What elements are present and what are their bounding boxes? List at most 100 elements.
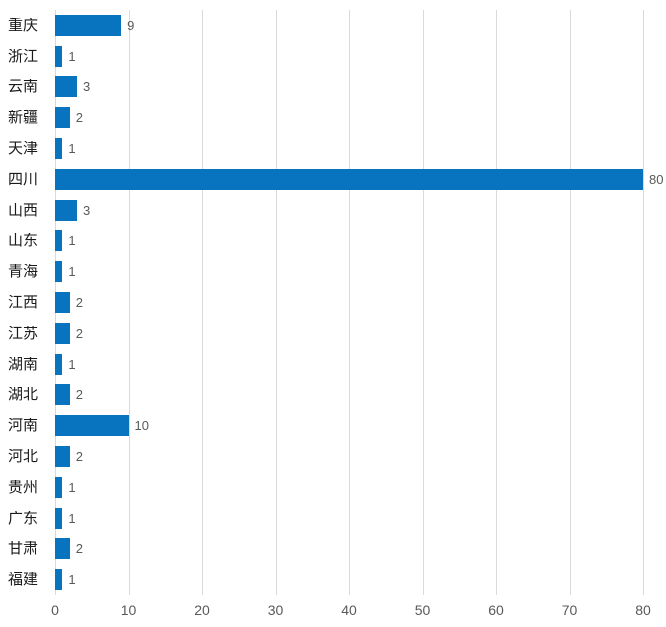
bar-row: 新疆 2 xyxy=(0,102,643,133)
x-tick-label: 0 xyxy=(51,602,59,618)
value-label: 1 xyxy=(68,264,76,280)
bar xyxy=(55,45,63,67)
bar-row: 湖北 2 xyxy=(0,380,643,411)
gridline xyxy=(569,10,571,595)
category-label: 重庆 xyxy=(8,17,39,33)
bar-track: 2 xyxy=(55,287,643,318)
bar-row: 贵州 1 xyxy=(0,472,643,503)
value-label: 1 xyxy=(68,572,76,588)
bar xyxy=(55,446,70,468)
bar-track: 1 xyxy=(55,226,643,257)
bar-rows: 重庆 9 浙江 1 云南 3 新疆 2 天津 1 四川 80 山西 3 山东 1 青海 1 江西 2 江苏 2 湖南 1 湖北 2… xyxy=(0,10,663,595)
bar-track: 2 xyxy=(55,102,643,133)
bar-track: 1 xyxy=(55,472,643,503)
category-label: 河北 xyxy=(8,449,39,465)
value-label: 9 xyxy=(127,17,135,33)
category-label: 甘肃 xyxy=(8,541,39,557)
category-label: 青海 xyxy=(8,264,39,280)
value-label: 2 xyxy=(75,541,83,557)
category-label: 新疆 xyxy=(8,110,39,126)
bar-track: 2 xyxy=(55,534,643,565)
gridline xyxy=(643,10,644,595)
category-label: 浙江 xyxy=(8,48,39,64)
bar-row: 河南 10 xyxy=(0,410,643,441)
bar xyxy=(55,322,70,344)
bar-track: 9 xyxy=(55,10,643,41)
x-tick-label: 40 xyxy=(341,602,357,618)
bar xyxy=(55,507,63,529)
category-label: 福建 xyxy=(8,572,39,588)
bar-row: 河北 2 xyxy=(0,441,643,472)
bar-row: 重庆 9 xyxy=(0,10,643,41)
bar xyxy=(55,538,70,560)
bar-row: 浙江 1 xyxy=(0,41,643,72)
bar-row: 山东 1 xyxy=(0,226,643,257)
bar-track: 1 xyxy=(55,503,643,534)
bar-track: 2 xyxy=(55,441,643,472)
bar-track: 2 xyxy=(55,318,643,349)
bar xyxy=(55,353,63,375)
gridline xyxy=(349,10,350,595)
bar xyxy=(55,415,129,437)
bar xyxy=(55,168,643,190)
bar-row: 天津 1 xyxy=(0,133,643,164)
bar xyxy=(55,14,122,36)
bar-track: 1 xyxy=(55,41,643,72)
gridline xyxy=(496,10,497,595)
bar-row: 江西 2 xyxy=(0,287,643,318)
x-tick-label: 20 xyxy=(194,602,210,618)
bar-track: 1 xyxy=(55,564,643,595)
value-label: 2 xyxy=(75,325,83,341)
value-label: 3 xyxy=(83,79,91,95)
value-label: 2 xyxy=(75,110,83,126)
value-label: 80 xyxy=(649,171,664,187)
value-label: 1 xyxy=(68,141,76,157)
category-label: 天津 xyxy=(8,141,39,157)
gridline xyxy=(275,10,277,595)
value-label: 1 xyxy=(68,356,76,372)
bar-track: 3 xyxy=(55,72,643,103)
bar-row: 甘肃 2 xyxy=(0,534,643,565)
value-label: 1 xyxy=(68,479,76,495)
category-label: 山西 xyxy=(8,202,39,218)
gridline xyxy=(202,10,203,595)
category-label: 湖北 xyxy=(8,387,39,403)
bar xyxy=(55,569,63,591)
category-label: 河南 xyxy=(8,418,39,434)
category-label: 四川 xyxy=(8,171,39,187)
gridline xyxy=(128,10,130,595)
bar xyxy=(55,292,70,314)
gridline xyxy=(422,10,424,595)
bar-track: 1 xyxy=(55,256,643,287)
x-tick-label: 70 xyxy=(561,602,578,618)
bar-row: 云南 3 xyxy=(0,72,643,103)
bar-row: 广东 1 xyxy=(0,503,643,534)
category-label: 江西 xyxy=(8,295,39,311)
x-tick-label: 50 xyxy=(414,602,431,618)
value-label: 2 xyxy=(75,449,83,465)
bar-row: 福建 1 xyxy=(0,564,643,595)
category-label: 广东 xyxy=(8,510,39,526)
category-label: 山东 xyxy=(8,233,39,249)
bar-row: 四川 80 xyxy=(0,164,663,195)
bar-track: 10 xyxy=(55,410,643,441)
bar-track: 3 xyxy=(55,195,643,226)
x-tick-label: 60 xyxy=(488,602,504,618)
bar xyxy=(55,76,78,98)
bar-row: 山西 3 xyxy=(0,195,643,226)
bar-row: 湖南 1 xyxy=(0,349,643,380)
bar-track: 1 xyxy=(55,133,643,164)
value-label: 1 xyxy=(68,510,76,526)
bar-track: 80 xyxy=(55,164,663,195)
category-label: 湖南 xyxy=(8,356,39,372)
bar xyxy=(55,230,63,252)
value-label: 2 xyxy=(75,295,83,311)
value-label: 1 xyxy=(68,48,76,64)
x-tick-label: 10 xyxy=(120,602,137,618)
value-label: 1 xyxy=(68,233,76,249)
bar xyxy=(55,476,63,498)
x-axis: 0 10 20 30 40 50 60 70 80 xyxy=(51,602,651,623)
bar-row: 青海 1 xyxy=(0,256,643,287)
bar xyxy=(55,384,70,406)
